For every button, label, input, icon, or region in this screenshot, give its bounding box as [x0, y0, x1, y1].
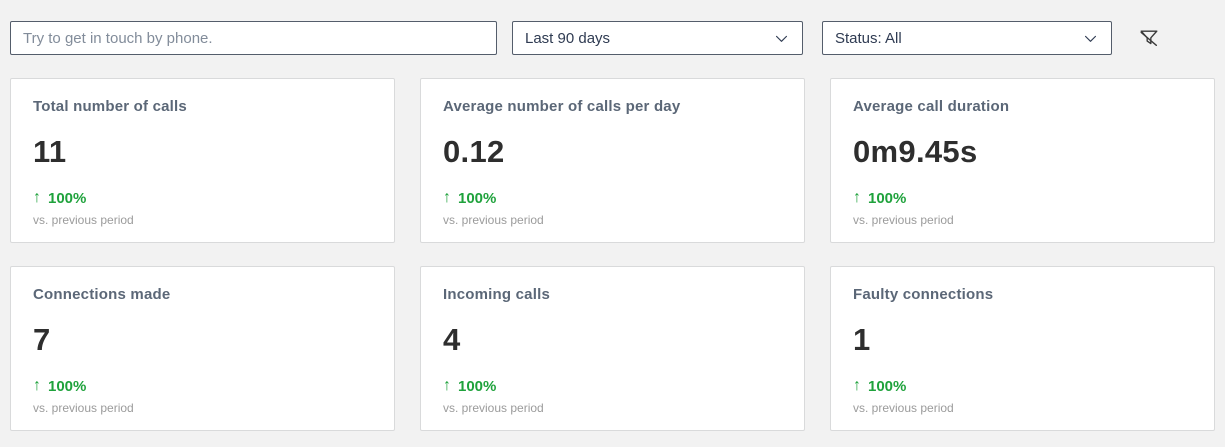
- search-box: [10, 21, 497, 55]
- trend-value: 100%: [48, 377, 87, 395]
- stat-title: Connections made: [33, 286, 171, 303]
- date-range-dropdown[interactable]: Last 90 days: [512, 21, 803, 55]
- stat-title: Incoming calls: [443, 286, 550, 303]
- stat-value: 0m9.45s: [853, 134, 978, 169]
- stats-cards-grid: Total number of calls 11 ↑ 100% vs. prev…: [10, 78, 1215, 431]
- stat-subtitle: vs. previous period: [443, 213, 544, 227]
- stat-trend: ↑ 100%: [853, 377, 1192, 395]
- stat-title: Average number of calls per day: [443, 98, 681, 115]
- stat-subtitle: vs. previous period: [33, 401, 134, 415]
- trend-value: 100%: [458, 189, 497, 207]
- stat-value: 0.12: [443, 134, 505, 169]
- stat-subtitle: vs. previous period: [33, 213, 134, 227]
- stat-trend: ↑ 100%: [443, 377, 782, 395]
- trend-up-icon: ↑: [33, 377, 41, 394]
- stat-trend: ↑ 100%: [853, 189, 1192, 207]
- stat-title: Total number of calls: [33, 98, 187, 115]
- stat-value: 11: [33, 134, 67, 169]
- trend-up-icon: ↑: [853, 189, 861, 206]
- stat-title: Average call duration: [853, 98, 1010, 115]
- stat-trend: ↑ 100%: [33, 189, 372, 207]
- filter-off-icon: [1140, 30, 1158, 47]
- trend-value: 100%: [868, 377, 907, 395]
- stat-subtitle: vs. previous period: [853, 401, 954, 415]
- date-range-value: Last 90 days: [525, 29, 611, 47]
- trend-up-icon: ↑: [443, 189, 451, 206]
- trend-value: 100%: [458, 377, 497, 395]
- trend-value: 100%: [48, 189, 87, 207]
- clear-filters-button[interactable]: [1132, 21, 1166, 55]
- stat-card-incoming-calls: Incoming calls 4 ↑ 100% vs. previous per…: [420, 266, 805, 431]
- search-input[interactable]: [10, 21, 497, 55]
- status-value: Status: All: [835, 29, 902, 47]
- stat-value: 4: [443, 322, 461, 357]
- stat-title: Faulty connections: [853, 286, 994, 303]
- stat-card-total-calls: Total number of calls 11 ↑ 100% vs. prev…: [10, 78, 395, 243]
- status-dropdown[interactable]: Status: All: [822, 21, 1112, 55]
- chevron-down-icon: [1084, 35, 1097, 42]
- filters-toolbar: Last 90 days Status: All: [0, 0, 1225, 55]
- stat-value: 1: [853, 322, 871, 357]
- trend-value: 100%: [868, 189, 907, 207]
- trend-up-icon: ↑: [33, 189, 41, 206]
- stat-value: 7: [33, 322, 51, 357]
- stat-card-faulty-connections: Faulty connections 1 ↑ 100% vs. previous…: [830, 266, 1215, 431]
- stat-trend: ↑ 100%: [33, 377, 372, 395]
- stat-trend: ↑ 100%: [443, 189, 782, 207]
- stat-card-connections-made: Connections made 7 ↑ 100% vs. previous p…: [10, 266, 395, 431]
- stat-card-avg-calls-per-day: Average number of calls per day 0.12 ↑ 1…: [420, 78, 805, 243]
- trend-up-icon: ↑: [443, 377, 451, 394]
- stat-card-avg-call-duration: Average call duration 0m9.45s ↑ 100% vs.…: [830, 78, 1215, 243]
- stat-subtitle: vs. previous period: [853, 213, 954, 227]
- stat-subtitle: vs. previous period: [443, 401, 544, 415]
- trend-up-icon: ↑: [853, 377, 861, 394]
- chevron-down-icon: [775, 35, 788, 42]
